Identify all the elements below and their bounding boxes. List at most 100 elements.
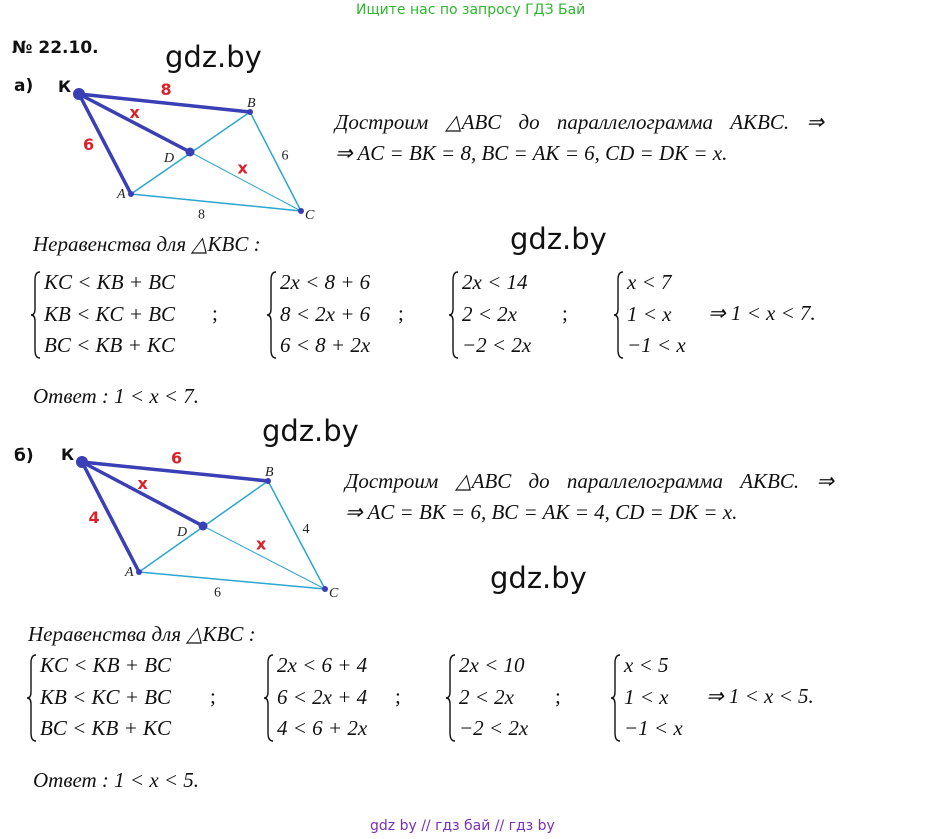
vertex-label-d: D [163,151,174,166]
header-search-link[interactable]: Ищите нас по запросу ГДЗ Бай [356,2,586,18]
vertex-label-c: C [329,586,339,601]
watermark: gdz.by [490,561,587,595]
separator: ; [562,301,568,325]
segment-kd [78,92,191,154]
point-b [265,478,271,484]
system-brace [445,654,456,742]
system-brace [610,654,621,742]
system-row: 2x < 14 [462,270,528,294]
vertex-label-a: A [124,565,134,580]
separator: ; [212,301,218,325]
system-row: BC < KB + KC [40,716,172,740]
length-label-bc: 4 [303,522,310,537]
vertex-label-k: К [58,77,71,96]
point-k [76,456,88,468]
length-label-kd: x [130,103,141,122]
system-row: 2 < 2x [462,301,517,326]
part-label: а) [14,76,34,96]
length-label-ak: 6 [83,135,94,154]
point-d [198,521,208,531]
system-row: 2 < 2x [459,684,514,709]
system-row: −1 < x [624,716,683,740]
vertex-label-a: A [116,187,126,202]
system-brace [266,271,277,359]
system-row: 2x < 8 + 6 [280,270,371,294]
system-brace [263,654,274,742]
segment-ka [77,93,133,195]
system-row: 1 < x [627,301,672,326]
system-row: x < 5 [624,653,669,677]
segment-dc [189,151,302,212]
point-d [185,147,195,157]
length-label-bc: 6 [282,149,289,164]
system-row: BC < KB + KC [44,333,176,357]
point-c [322,586,328,592]
segment-ka [80,461,141,573]
inequalities-heading: Неравенства для △KBC : [33,232,261,256]
length-label-ak: 4 [89,508,100,527]
length-label-kd: x [138,474,149,493]
watermark: gdz.by [510,222,607,256]
length-label-ac: 6 [214,586,221,601]
part-label: б) [14,446,34,466]
system-row: 8 < 2x + 6 [280,301,371,326]
segment-ac [138,571,326,590]
point-b [247,109,253,115]
segment-kd [81,460,204,528]
construction-text: Достроим △ABC до параллелограмма AKBC. ⇒ [335,110,824,134]
problem-number: № 22.10. [12,38,99,58]
point-a [136,569,142,575]
equalities-text: ⇒ AC = BK = 8, BC = AK = 6, CD = DK = x. [335,141,728,165]
conclusion: ⇒ 1 < x < 7. [708,301,816,325]
system-row: −1 < x [627,333,686,357]
system-row: 4 < 6 + 2x [277,716,368,740]
length-label-kb: 8 [161,80,172,99]
system-row: x < 7 [627,270,672,294]
segment-bc [267,480,326,590]
vertex-label-k: К [61,445,74,464]
system-row: KC < KB + BC [40,653,172,677]
system-row: KB < KC + BC [44,301,176,326]
length-label-dc: x [238,159,249,178]
point-k [73,88,85,100]
inequalities-heading: Неравенства для △KBC : [28,622,256,646]
system-row: 6 < 2x + 4 [277,684,368,709]
segment-kb [81,460,269,483]
point-c [298,208,304,214]
footer-links[interactable]: gdz by // гдз бай // гдз by [370,818,555,834]
vertex-label-b: B [247,96,256,111]
vertex-label-d: D [176,525,187,540]
vertex-label-b: B [265,465,274,480]
watermark: gdz.by [262,414,359,448]
segment-kb [78,92,251,114]
system-row: 2x < 10 [459,653,525,677]
length-label-ac: 8 [198,208,205,223]
system-row: 6 < 8 + 2x [280,333,371,357]
answer: Ответ : 1 < x < 5. [33,768,200,792]
vertex-label-c: C [305,208,315,223]
construction-text: Достроим △ABC до параллелограмма AKBC. ⇒ [345,469,834,493]
system-brace [613,271,624,359]
segment-ac [130,193,302,212]
system-brace [30,271,41,359]
equalities-text: ⇒ AC = BK = 6, BC = AK = 4, CD = DK = x. [345,500,738,524]
system-row: −2 < 2x [459,716,529,740]
segment-bc [249,111,302,212]
conclusion: ⇒ 1 < x < 5. [706,684,814,708]
system-row: 2x < 6 + 4 [277,653,368,677]
system-row: KC < KB + BC [44,270,176,294]
length-label-kb: 6 [171,449,182,468]
separator: ; [210,684,216,708]
point-a [128,191,134,197]
separator: ; [395,684,401,708]
separator: ; [555,684,561,708]
length-label-dc: x [256,535,267,554]
separator: ; [398,301,404,325]
system-brace [448,271,459,359]
watermark: gdz.by [165,40,262,74]
segment-dc [202,525,326,590]
system-row: −2 < 2x [462,333,532,357]
